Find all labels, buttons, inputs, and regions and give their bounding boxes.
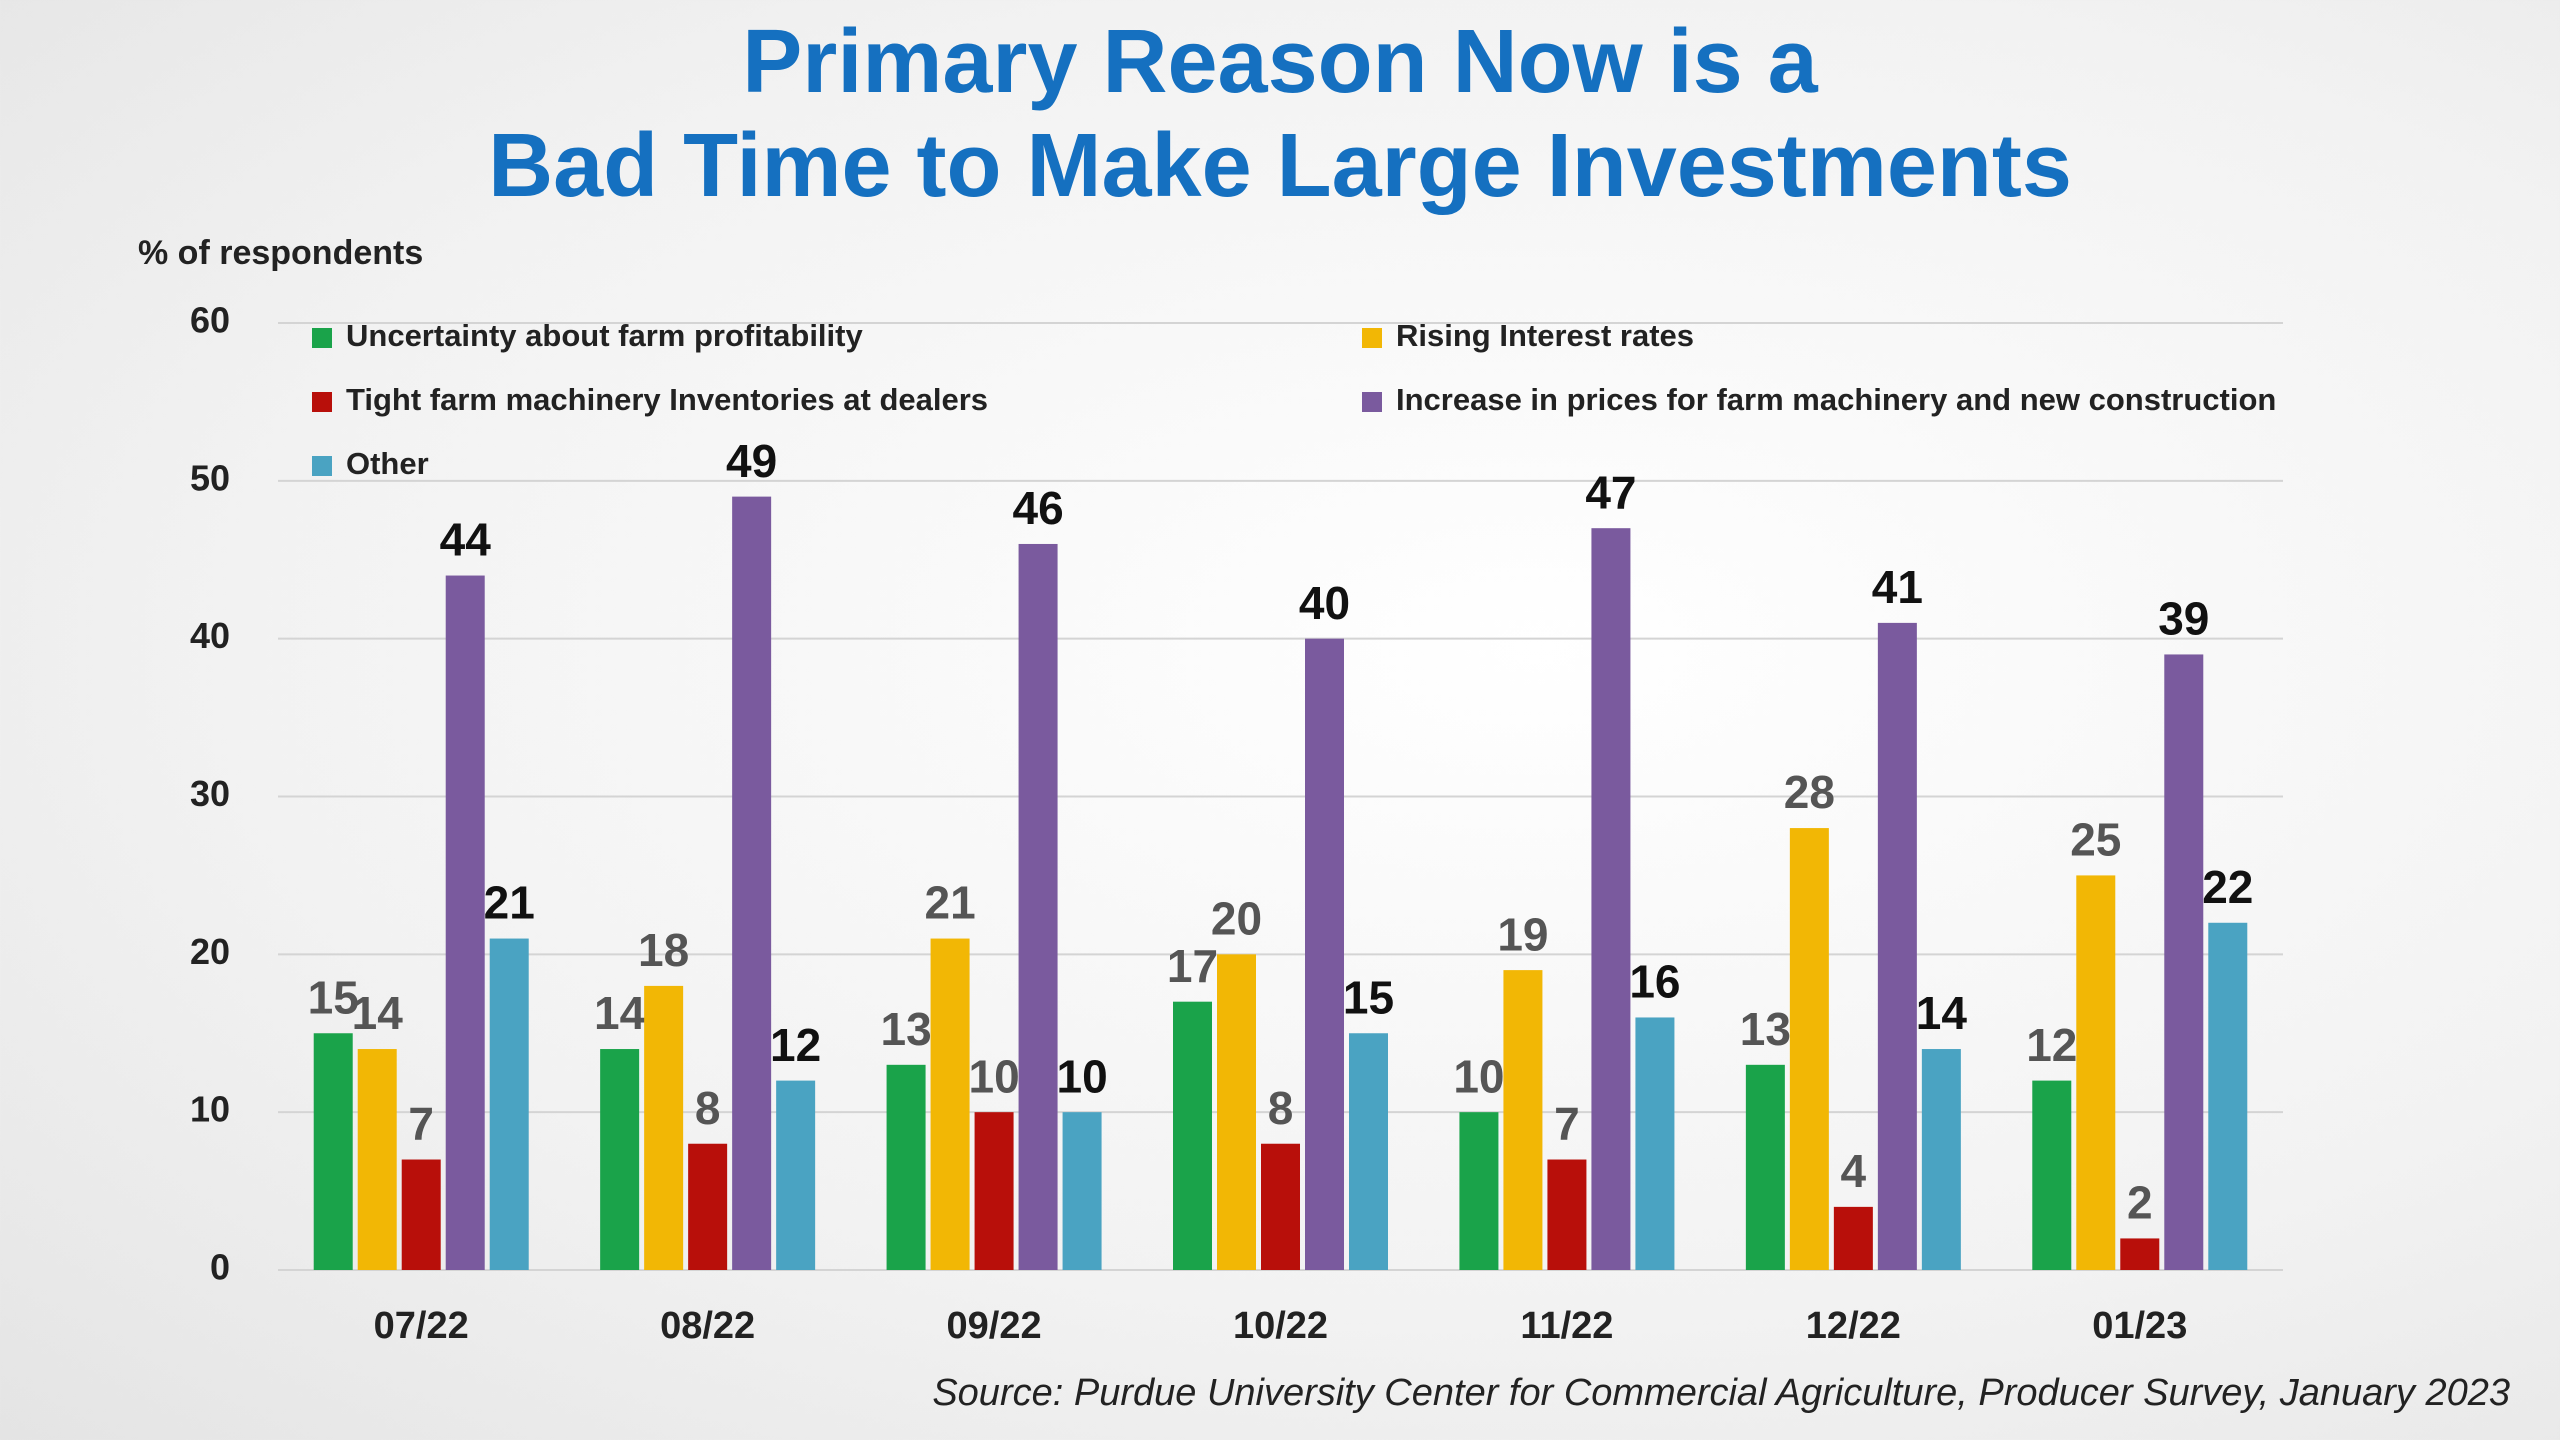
data-label: 8	[695, 1082, 721, 1134]
legend-swatch	[312, 392, 332, 412]
data-label: 15	[1343, 971, 1394, 1023]
data-label: 20	[1211, 892, 1262, 944]
data-label: 10	[1453, 1050, 1504, 1102]
data-label: 16	[1629, 956, 1680, 1008]
x-tick-label: 10/22	[1233, 1305, 1328, 1347]
data-label: 19	[1497, 908, 1548, 960]
legend-label: Uncertainty about farm profitability	[346, 318, 863, 353]
bar	[886, 1064, 926, 1270]
y-tick-label: 0	[210, 1247, 230, 1288]
data-label: 40	[1299, 577, 1350, 629]
legend-label: Increase in prices for farm machinery an…	[1396, 382, 2276, 417]
bar	[732, 496, 772, 1270]
bar	[1349, 1033, 1388, 1270]
legend-swatch	[1362, 392, 1382, 412]
y-tick-label: 20	[190, 931, 230, 972]
x-tick-label: 09/22	[947, 1305, 1042, 1347]
bar	[1635, 1017, 1675, 1270]
data-label: 21	[484, 877, 535, 929]
bar	[974, 1112, 1014, 1270]
bar	[1503, 970, 1543, 1270]
legend-label: Tight farm machinery Inventories at deal…	[346, 382, 988, 417]
data-label: 13	[880, 1003, 931, 1055]
data-label: 4	[1841, 1145, 1867, 1197]
y-tick-label: 50	[190, 457, 230, 498]
x-tick-label: 08/22	[660, 1305, 755, 1347]
data-label: 39	[2158, 593, 2209, 645]
data-label: 28	[1784, 766, 1835, 818]
data-label: 21	[924, 877, 975, 929]
legend-swatch	[1362, 328, 1382, 348]
x-tick-label: 11/22	[1520, 1305, 1613, 1347]
data-label: 7	[1554, 1098, 1580, 1150]
bar	[1833, 1206, 1873, 1270]
bar	[2120, 1238, 2160, 1270]
bar	[1018, 543, 1058, 1270]
bar	[688, 1143, 728, 1270]
chart-title: Bad Time to Make Large Investments	[488, 116, 2072, 216]
source-note: Source: Purdue University Center for Com…	[932, 1372, 2510, 1414]
legend-label: Other	[346, 446, 429, 481]
bar	[1459, 1112, 1499, 1270]
bar	[1591, 528, 1631, 1270]
bar	[600, 1049, 640, 1270]
x-tick-label: 12/22	[1806, 1305, 1901, 1347]
data-label: 12	[2026, 1019, 2077, 1071]
y-tick-label: 60	[190, 300, 230, 341]
data-label: 41	[1872, 561, 1923, 613]
bar	[489, 938, 529, 1270]
bar	[1789, 828, 1829, 1270]
bar	[1261, 1143, 1300, 1270]
bar	[2032, 1080, 2072, 1270]
chart-title: Primary Reason Now is a	[742, 12, 1818, 112]
bar	[776, 1080, 816, 1270]
data-label: 47	[1585, 466, 1636, 518]
data-label: 14	[1916, 987, 1968, 1039]
y-tick-label: 10	[190, 1089, 230, 1130]
bar	[930, 938, 970, 1270]
x-tick-label: 01/23	[2092, 1305, 2187, 1347]
data-label: 46	[1012, 482, 1063, 534]
data-label: 18	[638, 924, 689, 976]
data-label: 14	[352, 987, 404, 1039]
y-tick-label: 30	[190, 773, 230, 814]
data-label: 8	[1268, 1082, 1294, 1134]
bar	[1305, 638, 1344, 1270]
y-tick-label: 40	[190, 615, 230, 656]
bar	[1217, 954, 1256, 1270]
data-label: 25	[2070, 814, 2121, 866]
bar	[2164, 654, 2204, 1270]
bar	[445, 575, 485, 1270]
data-label: 2	[2127, 1177, 2153, 1229]
y-axis-label: % of respondents	[138, 234, 423, 272]
bar	[313, 1033, 353, 1270]
bar	[1877, 622, 1917, 1270]
bar	[357, 1049, 397, 1270]
legend-swatch	[312, 328, 332, 348]
data-label: 7	[408, 1098, 434, 1150]
data-label: 10	[968, 1050, 1019, 1102]
data-label: 22	[2202, 861, 2253, 913]
bar	[1547, 1159, 1587, 1270]
x-tick-label: 07/22	[374, 1305, 469, 1347]
data-label: 14	[594, 987, 646, 1039]
bar	[2076, 875, 2116, 1270]
legend-swatch	[312, 456, 332, 476]
legend-label: Rising Interest rates	[1396, 318, 1694, 353]
data-label: 17	[1167, 940, 1218, 992]
data-label: 15	[308, 971, 359, 1023]
bar	[1745, 1064, 1785, 1270]
bar	[1921, 1049, 1961, 1270]
data-label: 12	[770, 1019, 821, 1071]
data-label: 49	[726, 435, 777, 487]
bar	[401, 1159, 441, 1270]
bar	[1173, 1001, 1212, 1270]
bar	[644, 985, 684, 1270]
data-label: 44	[440, 514, 492, 566]
data-label: 10	[1056, 1050, 1107, 1102]
data-label: 13	[1740, 1003, 1791, 1055]
bar	[1062, 1112, 1102, 1270]
bar	[2208, 922, 2248, 1270]
